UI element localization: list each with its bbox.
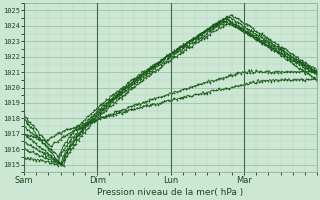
X-axis label: Pression niveau de la mer( hPa ): Pression niveau de la mer( hPa ) bbox=[98, 188, 244, 197]
